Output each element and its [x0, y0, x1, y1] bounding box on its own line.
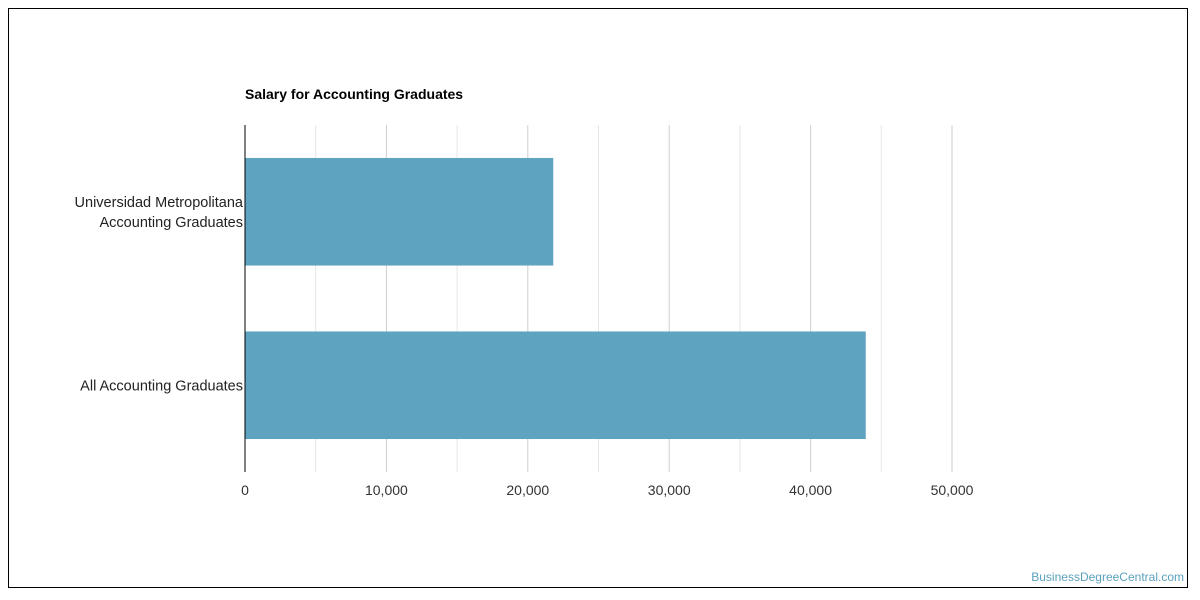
- category-label: Universidad Metropolitana: [75, 195, 244, 211]
- x-tick-label: 10,000: [365, 482, 408, 498]
- bars: [245, 157, 866, 440]
- x-tick-labels: 0 10,000 20,000 30,000 40,000 50,000: [241, 482, 974, 498]
- x-tick-label: 20,000: [506, 482, 549, 498]
- category-labels: Universidad Metropolitana Accounting Grad…: [75, 195, 244, 395]
- x-tick-label: 50,000: [931, 482, 974, 498]
- x-tick-label: 40,000: [789, 482, 832, 498]
- bar-1[interactable]: [245, 331, 866, 440]
- category-label: Accounting Graduates: [100, 215, 243, 231]
- x-tick-label: 30,000: [648, 482, 691, 498]
- chart-title: Salary for Accounting Graduates: [245, 86, 463, 102]
- category-label: All Accounting Graduates: [80, 378, 243, 394]
- bar-0[interactable]: [245, 157, 554, 266]
- site-watermark[interactable]: BusinessDegreeCentral.com: [1031, 570, 1184, 584]
- x-tick-label: 0: [241, 482, 249, 498]
